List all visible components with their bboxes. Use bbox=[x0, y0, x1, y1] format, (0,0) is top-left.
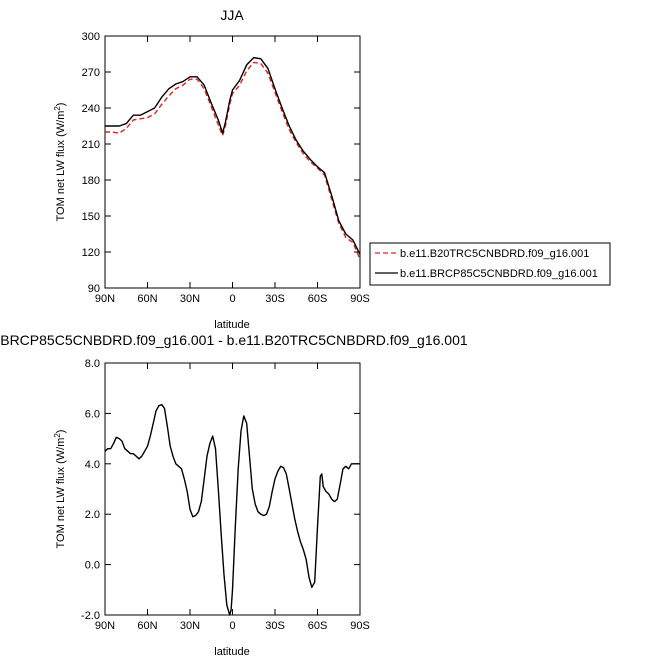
bottom-y-tick-label-2: 2.0 bbox=[85, 509, 100, 521]
top-y-tick-label-7: 300 bbox=[82, 31, 100, 43]
top-x-tick-label-6: 90S bbox=[350, 293, 370, 305]
top-x-axis: 90N 60N 30N 0 30S 60S 90S bbox=[95, 36, 370, 305]
bottom-chart-title: .BRCP85C5CNBDRD.f09_g16.001 - b.e11.B20T… bbox=[0, 332, 468, 348]
top-chart-title: JJA bbox=[220, 7, 244, 23]
top-plot-frame bbox=[104, 35, 361, 289]
bottom-y-axis-title-main: TOM net LW flux (W/m bbox=[55, 438, 67, 549]
bottom-y-tick-label-5: 8.0 bbox=[85, 358, 100, 370]
top-y-tick-label-1: 120 bbox=[82, 247, 100, 259]
bottom-y-tick-label-4: 6.0 bbox=[85, 408, 100, 420]
bottom-x-tick-label-0: 90N bbox=[95, 620, 115, 632]
top-y-tick-label-4: 210 bbox=[82, 139, 100, 151]
top-x-axis-title: latitude bbox=[214, 319, 249, 331]
legend: b.e11.B20TRC5CNBDRD.f09_g16.001 b.e11.BR… bbox=[369, 242, 611, 286]
bottom-y-tick-label-0: -2.0 bbox=[81, 610, 100, 622]
top-series-line-1 bbox=[105, 61, 361, 260]
legend-box bbox=[369, 242, 611, 286]
legend-label-series-1: b.e11.B20TRC5CNBDRD.f09_g16.001 bbox=[400, 248, 589, 260]
bottom-panel: .BRCP85C5CNBDRD.f09_g16.001 - b.e11.B20T… bbox=[0, 332, 468, 658]
bottom-x-tick-label-3: 0 bbox=[229, 620, 235, 632]
bottom-x-tick-label-1: 60N bbox=[137, 620, 157, 632]
bottom-x-axis-title: latitude bbox=[214, 646, 249, 658]
top-x-tick-label-4: 30S bbox=[265, 293, 285, 305]
bottom-y-axis-title: TOM net LW flux (W/m2) bbox=[53, 430, 68, 549]
top-y-tick-label-0: 90 bbox=[88, 283, 100, 295]
top-y-tick-label-2: 150 bbox=[82, 211, 100, 223]
top-y-axis-title-main: TOM net LW flux (W/m bbox=[55, 111, 67, 222]
top-series-group bbox=[105, 56, 361, 260]
bottom-y-tick-label-1: 0.0 bbox=[85, 560, 100, 572]
top-y-axis-title: TOM net LW flux (W/m2) bbox=[53, 103, 68, 222]
top-y-tick-label-3: 180 bbox=[82, 175, 100, 187]
top-x-tick-label-2: 30N bbox=[180, 293, 200, 305]
top-x-tick-label-1: 60N bbox=[137, 293, 157, 305]
legend-label-series-2: b.e11.BRCP85C5CNBDRD.f09_g16.001 bbox=[400, 268, 598, 280]
bottom-y-tick-label-3: 4.0 bbox=[85, 459, 100, 471]
top-x-tick-label-0: 90N bbox=[95, 293, 115, 305]
bottom-x-tick-label-2: 30N bbox=[180, 620, 200, 632]
top-x-tick-label-3: 0 bbox=[229, 293, 235, 305]
bottom-series-group bbox=[104, 403, 360, 616]
top-y-tick-label-6: 270 bbox=[82, 67, 100, 79]
bottom-x-axis: 90N 60N 30N 0 30S 60S 90S bbox=[95, 363, 370, 632]
top-y-axis-title-end: ) bbox=[55, 103, 67, 107]
top-y-tick-label-5: 240 bbox=[82, 103, 100, 115]
bottom-x-tick-label-4: 30S bbox=[265, 620, 285, 632]
bottom-x-tick-label-6: 90S bbox=[350, 620, 370, 632]
bottom-y-axis: -2.0 0.0 2.0 4.0 6.0 8.0 bbox=[81, 358, 360, 622]
top-y-axis-title-sup: 2 bbox=[53, 106, 62, 111]
bottom-y-axis-title-sup: 2 bbox=[53, 433, 62, 438]
bottom-y-axis-title-end: ) bbox=[55, 430, 67, 434]
top-panel: JJA 90 120 150 180 210 240 270 300 90N 60N 30N 0 30… bbox=[53, 7, 611, 331]
top-x-tick-label-5: 60S bbox=[308, 293, 328, 305]
bottom-x-tick-label-5: 60S bbox=[308, 620, 328, 632]
bottom-series-line-1 bbox=[104, 403, 360, 616]
top-y-axis: 90 120 150 180 210 240 270 300 bbox=[82, 31, 360, 295]
top-series-line-2 bbox=[105, 56, 361, 255]
